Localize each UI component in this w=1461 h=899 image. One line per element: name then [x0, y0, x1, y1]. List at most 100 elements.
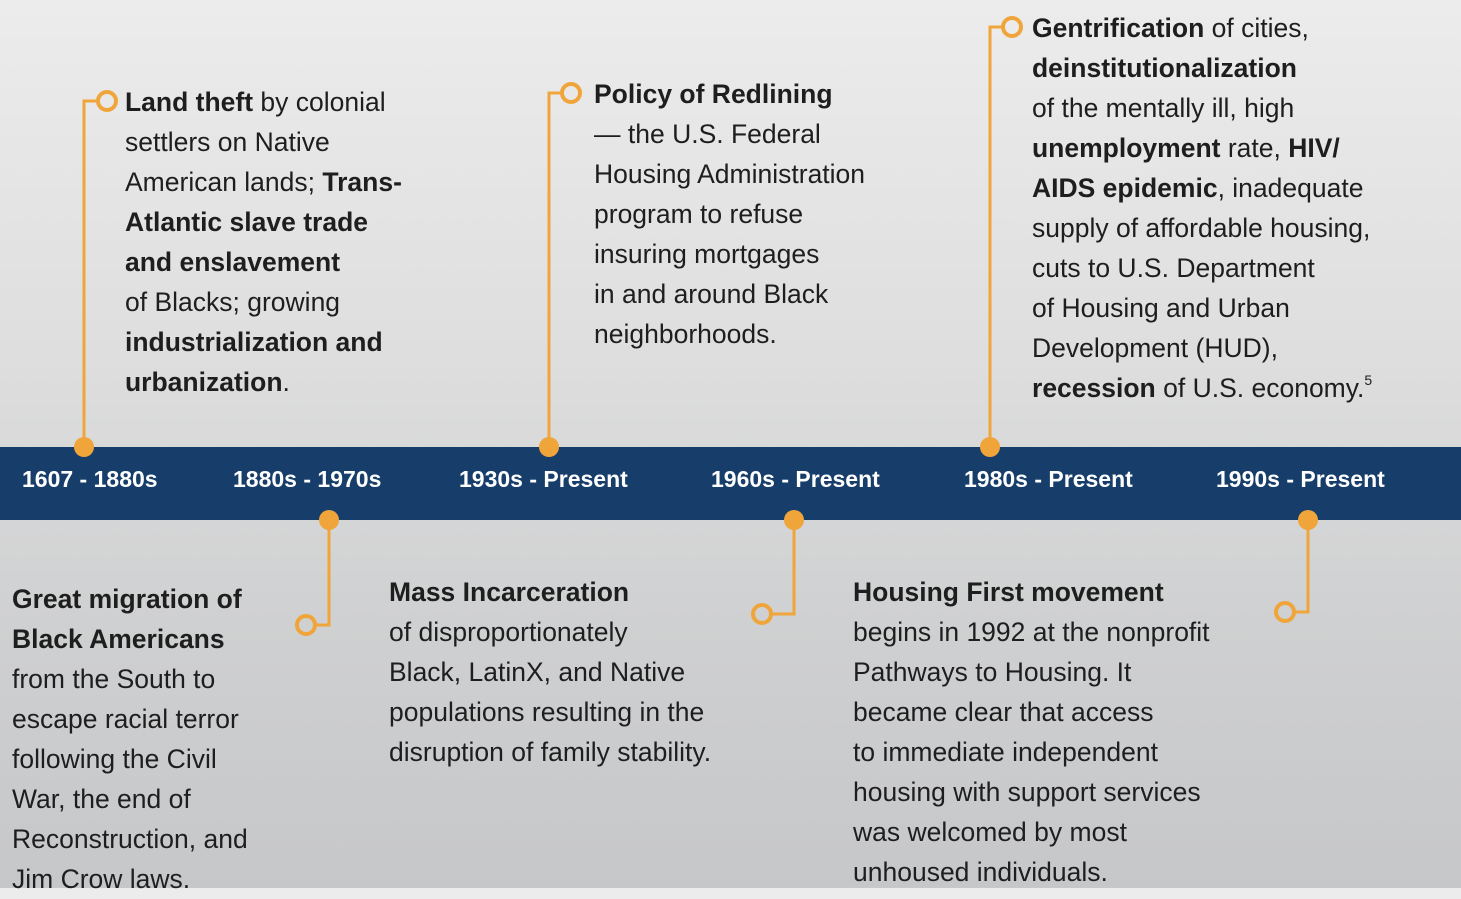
text-line: deinstitutionalization — [1032, 48, 1372, 88]
bold-text: Gentrification — [1032, 13, 1205, 43]
text-line: insuring mortgages — [594, 234, 865, 274]
text: settlers on Native — [125, 127, 330, 157]
text-line: urbanization. — [125, 362, 402, 402]
text-line: Pathways to Housing. It — [853, 652, 1210, 692]
text: cuts to U.S. Department — [1032, 253, 1315, 283]
text-line: following the Civil — [12, 739, 248, 779]
text-line: and enslavement — [125, 242, 402, 282]
text-line: industrialization and — [125, 322, 402, 362]
period-label: 1960s - Present — [711, 466, 880, 492]
text: Pathways to Housing. It — [853, 657, 1132, 687]
period-label: 1930s - Present — [459, 466, 628, 492]
text-line: program to refuse — [594, 194, 865, 234]
text: of the mentally ill, high — [1032, 93, 1295, 123]
text-line: Policy of Redlining — [594, 74, 865, 114]
connector-ring — [295, 614, 317, 636]
text: to immediate independent — [853, 737, 1158, 767]
text: American lands; — [125, 167, 323, 197]
bold-text: Black Americans — [12, 624, 225, 654]
text-line: Black, LatinX, and Native — [389, 652, 711, 692]
bold-text: AIDS epidemic — [1032, 173, 1218, 203]
bold-text: recession — [1032, 373, 1156, 403]
text: insuring mortgages — [594, 239, 820, 269]
footnote: 5 — [1364, 372, 1373, 388]
connector-dot — [319, 510, 339, 530]
text-line: to immediate independent — [853, 732, 1210, 772]
text-line: Atlantic slave trade — [125, 202, 402, 242]
text: War, the end of — [12, 784, 191, 814]
text: of Blacks; growing — [125, 287, 341, 317]
bold-text: Great migration of — [12, 584, 242, 614]
text: was welcomed by most — [853, 817, 1127, 847]
bold-text: and enslavement — [125, 247, 341, 277]
text-line: War, the end of — [12, 779, 248, 819]
connector — [547, 91, 562, 447]
text: following the Civil — [12, 744, 217, 774]
connector-dot — [980, 437, 1000, 457]
text-line: Black Americans — [12, 619, 248, 659]
connector — [1294, 520, 1310, 614]
text-line: of disproportionately — [389, 612, 711, 652]
text-line: American lands; Trans- — [125, 162, 402, 202]
bold-text: deinstitutionalization — [1032, 53, 1297, 83]
text: , inadequate — [1217, 173, 1364, 203]
text-line: unemployment rate, HIV/ — [1032, 128, 1372, 168]
text-line: AIDS epidemic, inadequate — [1032, 168, 1372, 208]
connector-ring — [1274, 601, 1296, 623]
text-line: housing with support services — [853, 772, 1210, 812]
text-line: Great migration of — [12, 579, 248, 619]
text: disruption of family stability. — [389, 737, 712, 767]
text: of Housing and Urban — [1032, 293, 1290, 323]
event-text: Land theft by colonial settlers on Native… — [125, 82, 402, 402]
text-line: Development (HUD), — [1032, 328, 1372, 368]
bold-text: Policy of Redlining — [594, 79, 833, 109]
connector-ring — [560, 82, 582, 104]
text-line: populations resulting in the — [389, 692, 711, 732]
text-line: Housing First movement — [853, 572, 1210, 612]
text-line: of Blacks; growing — [125, 282, 402, 322]
connector — [315, 520, 331, 627]
text-line: Reconstruction, and — [12, 819, 248, 859]
text-line: disruption of family stability. — [389, 732, 711, 772]
connector — [771, 520, 796, 616]
text-line: of the mentally ill, high — [1032, 88, 1372, 128]
period-label: 1980s - Present — [964, 466, 1133, 492]
text: — the U.S. Federal — [594, 119, 821, 149]
text: supply of affordable housing, — [1032, 213, 1371, 243]
text: populations resulting in the — [389, 697, 705, 727]
text-line: recession of U.S. economy.5 — [1032, 368, 1372, 408]
connector-ring — [1001, 16, 1023, 38]
text: in and around Black — [594, 279, 829, 309]
event-text: Policy of Redlining — the U.S. Federal Hou… — [594, 74, 865, 354]
text: begins in 1992 at the nonprofit — [853, 617, 1210, 647]
period-label: 1607 - 1880s — [22, 466, 158, 492]
text-line: Jim Crow laws. — [12, 859, 248, 899]
text-line: supply of affordable housing, — [1032, 208, 1372, 248]
text: unhoused individuals. — [853, 857, 1108, 887]
event-text: Mass Incarceration of disproportionately B… — [389, 572, 711, 772]
text: became clear that access — [853, 697, 1154, 727]
bold-text: Atlantic slave trade — [125, 207, 369, 237]
event-text: Great migration of Black Americans from th… — [12, 579, 248, 899]
connector-dot — [1298, 510, 1318, 530]
text-line: neighborhoods. — [594, 314, 865, 354]
connector-ring — [751, 603, 773, 625]
text-line: settlers on Native — [125, 122, 402, 162]
event-text: Housing First movement begins in 1992 at … — [853, 572, 1210, 892]
bold-text: Mass Incarceration — [389, 577, 630, 607]
text: Development (HUD), — [1032, 333, 1278, 363]
text: by colonial — [253, 87, 386, 117]
text-line: Land theft by colonial — [125, 82, 402, 122]
connector — [82, 99, 98, 447]
text: of U.S. economy. — [1155, 373, 1365, 403]
text: Black, LatinX, and Native — [389, 657, 686, 687]
connector-dot — [539, 437, 559, 457]
connector — [988, 25, 1003, 447]
event-text: Gentrification of cities, deinstitutional… — [1032, 8, 1372, 408]
text-line: was welcomed by most — [853, 812, 1210, 852]
bold-text: industrialization and — [125, 327, 383, 357]
text-line: became clear that access — [853, 692, 1210, 732]
connector-dot — [74, 437, 94, 457]
